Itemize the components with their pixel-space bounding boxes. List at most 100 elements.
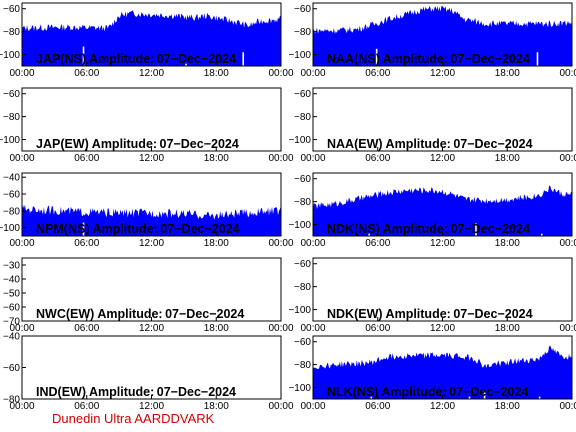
x-tick-label-nwc-ew-4: 00:00: [268, 323, 293, 334]
y-tick-label-ndk-ew-1: −80: [294, 282, 311, 293]
y-tick-label-nwc-ew-3: −60: [3, 303, 20, 314]
x-tick-label-nwc-ew-2: 12:00: [139, 323, 164, 334]
y-tick-label-nlk-ns-1: −80: [294, 360, 311, 371]
panel-title-naa-ns: NAA(NS) Amplitude: 07−Dec−2024: [327, 52, 530, 66]
x-tick-label-jap-ew-2: 12:00: [139, 153, 164, 164]
panel-ndk-ew: −60−80−10000:0006:0012:0018:0000:00NDK(E…: [288, 257, 576, 334]
y-tick-label-jap-ns-1: −80: [3, 27, 20, 38]
x-tick-label-npm-ns-0: 00:00: [9, 238, 34, 249]
y-tick-label-naa-ew-0: −60: [294, 89, 311, 100]
y-tick-label-ind-ew-0: −40: [3, 332, 20, 343]
station-footer: Dunedin Ultra AARDDVARK: [52, 411, 215, 426]
y-tick-label-ind-ew-1: −60: [3, 363, 20, 374]
x-tick-label-nlk-ns-3: 18:00: [495, 401, 520, 412]
y-tick-label-naa-ns-1: −80: [294, 27, 311, 38]
x-tick-label-nwc-ew-1: 06:00: [74, 323, 99, 334]
x-tick-label-ndk-ew-3: 18:00: [495, 323, 520, 334]
panel-title-ndk-ew: NDK(EW) Amplitude: 07−Dec−2024: [327, 307, 533, 321]
y-tick-label-nlk-ns-0: −60: [294, 337, 311, 348]
panel-title-ndk-ns: NDK(NS) Amplitude: 07−Dec−2024: [327, 222, 530, 236]
panel-naa-ew: −60−80−10000:0006:0012:0018:0000:00NAA(E…: [288, 87, 576, 164]
amplitude-series-jap-ns: [22, 10, 281, 66]
panel-nlk-ns: −60−80−10000:0006:0012:0018:0000:00NLK(N…: [288, 335, 576, 412]
x-tick-label-ndk-ew-4: 00:00: [559, 323, 576, 334]
x-tick-label-naa-ew-2: 12:00: [430, 153, 455, 164]
x-tick-label-naa-ns-2: 12:00: [430, 68, 455, 79]
panel-title-naa-ew: NAA(EW) Amplitude: 07−Dec−2024: [327, 137, 533, 151]
x-tick-label-jap-ew-3: 18:00: [204, 153, 229, 164]
x-tick-label-ndk-ns-2: 12:00: [430, 238, 455, 249]
y-tick-label-naa-ew-2: −100: [288, 135, 311, 146]
x-tick-label-naa-ns-1: 06:00: [365, 68, 390, 79]
panel-title-jap-ns: JAP(NS) Amplitude: 07−Dec−2024: [36, 52, 236, 66]
x-tick-label-jap-ew-0: 00:00: [9, 153, 34, 164]
y-tick-label-ndk-ns-0: −60: [294, 174, 311, 185]
y-tick-label-jap-ew-1: −80: [3, 112, 20, 123]
x-tick-label-nwc-ew-0: 00:00: [9, 323, 34, 334]
y-tick-label-ndk-ew-0: −60: [294, 259, 311, 270]
x-tick-label-nwc-ew-3: 18:00: [204, 323, 229, 334]
x-tick-label-naa-ew-4: 00:00: [559, 153, 576, 164]
y-tick-label-nwc-ew-4: −70: [3, 317, 20, 328]
y-tick-label-npm-ns-1: −60: [3, 190, 20, 201]
x-tick-label-ndk-ew-2: 12:00: [430, 323, 455, 334]
y-tick-label-naa-ew-1: −80: [294, 112, 311, 123]
x-tick-label-ndk-ns-1: 06:00: [365, 238, 390, 249]
x-tick-label-npm-ns-3: 18:00: [204, 238, 229, 249]
y-tick-label-jap-ew-0: −60: [3, 89, 20, 100]
x-tick-label-jap-ew-1: 06:00: [74, 153, 99, 164]
y-tick-label-ind-ew-2: −80: [3, 395, 20, 406]
x-tick-label-ndk-ew-0: 00:00: [300, 323, 325, 334]
y-tick-label-jap-ns-2: −100: [0, 50, 20, 61]
x-tick-label-ind-ew-2: 12:00: [139, 401, 164, 412]
x-tick-label-naa-ew-1: 06:00: [365, 153, 390, 164]
x-tick-label-naa-ns-0: 00:00: [300, 68, 325, 79]
panel-title-jap-ew: JAP(EW) Amplitude: 07−Dec−2024: [36, 137, 239, 151]
y-tick-label-jap-ns-0: −60: [3, 4, 20, 15]
y-tick-label-npm-ns-2: −80: [3, 206, 20, 217]
x-tick-label-nlk-ns-2: 12:00: [430, 401, 455, 412]
x-tick-label-nlk-ns-1: 06:00: [365, 401, 390, 412]
y-tick-label-ndk-ns-1: −80: [294, 197, 311, 208]
y-tick-label-npm-ns-0: −40: [3, 173, 20, 184]
x-tick-label-jap-ns-4: 00:00: [268, 68, 293, 79]
x-tick-label-jap-ns-2: 12:00: [139, 68, 164, 79]
panel-naa-ns: −60−80−10000:0006:0012:0018:0000:00NAA(N…: [288, 2, 576, 79]
x-tick-label-ndk-ew-1: 06:00: [365, 323, 390, 334]
amplitude-series-naa-ns: [313, 5, 572, 66]
x-tick-label-jap-ew-4: 00:00: [268, 153, 293, 164]
y-tick-label-ndk-ew-2: −100: [288, 305, 311, 316]
x-tick-label-ind-ew-3: 18:00: [204, 401, 229, 412]
x-tick-label-nlk-ns-0: 00:00: [300, 401, 325, 412]
x-tick-label-ind-ew-0: 00:00: [9, 401, 34, 412]
x-tick-label-ndk-ns-4: 00:00: [559, 238, 576, 249]
y-tick-label-naa-ns-0: −60: [294, 4, 311, 15]
y-tick-label-ndk-ns-2: −100: [288, 220, 311, 231]
y-tick-label-npm-ns-3: −100: [0, 223, 20, 234]
y-tick-label-nwc-ew-2: −50: [3, 289, 20, 300]
x-tick-label-ind-ew-1: 06:00: [74, 401, 99, 412]
panel-title-nwc-ew: NWC(EW) Amplitude: 07−Dec−2024: [36, 307, 244, 321]
amplitude-series-npm-ns: [22, 204, 281, 236]
x-tick-label-jap-ns-3: 18:00: [204, 68, 229, 79]
x-tick-label-ndk-ns-0: 00:00: [300, 238, 325, 249]
x-tick-label-jap-ns-0: 00:00: [9, 68, 34, 79]
x-tick-label-naa-ew-0: 00:00: [300, 153, 325, 164]
y-tick-label-nwc-ew-1: −40: [3, 275, 20, 286]
x-tick-label-npm-ns-4: 00:00: [268, 238, 293, 249]
amplitude-series-ndk-ns: [313, 185, 572, 236]
x-tick-label-naa-ns-4: 00:00: [559, 68, 576, 79]
x-tick-label-ndk-ns-3: 18:00: [495, 238, 520, 249]
y-tick-label-nlk-ns-2: −100: [288, 383, 311, 394]
x-tick-label-npm-ns-2: 12:00: [139, 238, 164, 249]
panel-title-ind-ew: IND(EW) Amplitude: 07−Dec−2024: [36, 385, 236, 399]
x-tick-label-naa-ns-3: 18:00: [495, 68, 520, 79]
x-tick-label-jap-ns-1: 06:00: [74, 68, 99, 79]
